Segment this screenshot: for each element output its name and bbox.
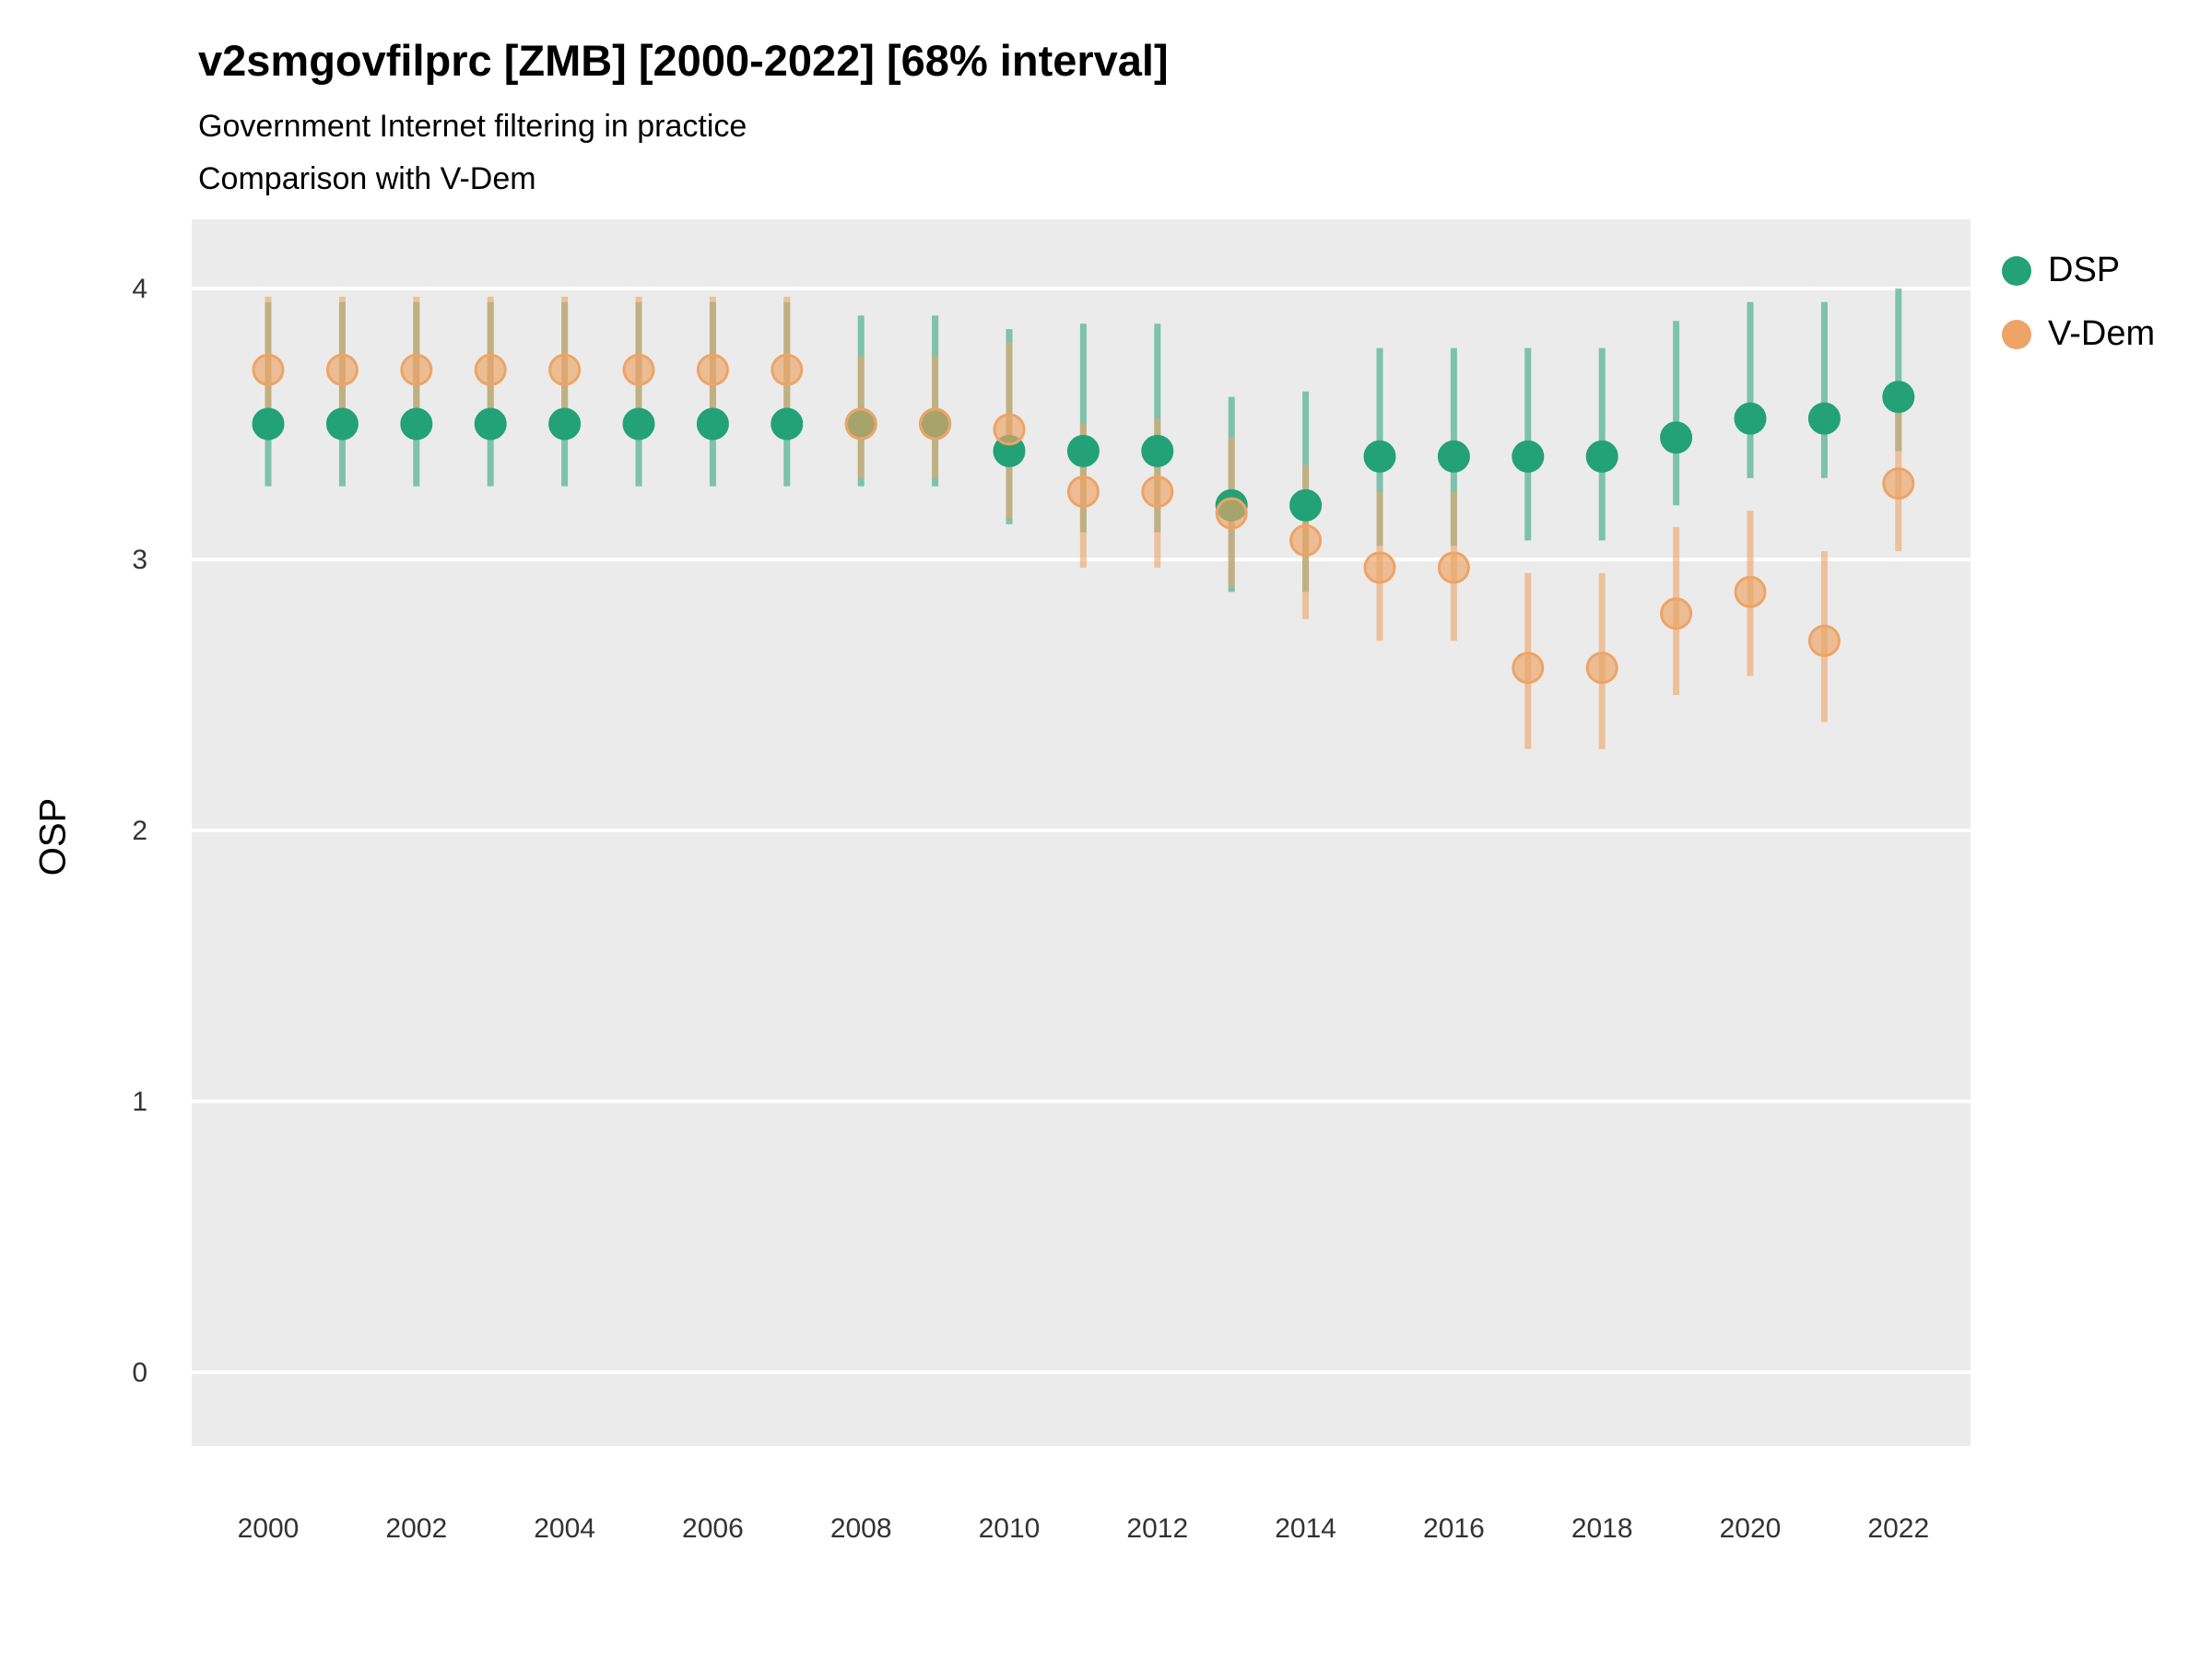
y-tick-label-1: 1 — [132, 1087, 147, 1117]
point-dsp-2006 — [696, 407, 729, 441]
point-v-dem-2019 — [1660, 597, 1693, 630]
point-dsp-2019 — [1660, 421, 1693, 454]
point-v-dem-2001 — [325, 353, 359, 386]
point-dsp-2018 — [1585, 440, 1618, 473]
y-tick-label-3: 3 — [132, 545, 147, 575]
point-v-dem-2015 — [1363, 551, 1396, 584]
point-dsp-2002 — [400, 407, 433, 441]
chart-comparison-note: Comparison with V-Dem — [198, 161, 536, 196]
point-dsp-2012 — [1141, 434, 1174, 467]
legend: DSP V-Dem — [2002, 251, 2155, 354]
point-dsp-2016 — [1437, 440, 1470, 473]
point-dsp-2017 — [1512, 440, 1545, 473]
chart-subtitle: Government Internet filtering in practic… — [198, 109, 747, 144]
point-v-dem-2008 — [844, 407, 877, 441]
point-dsp-2015 — [1363, 440, 1396, 473]
point-v-dem-2014 — [1289, 524, 1323, 557]
point-v-dem-2017 — [1512, 652, 1545, 685]
legend-item-dsp: DSP — [2002, 251, 2155, 290]
point-dsp-2005 — [622, 407, 655, 441]
point-v-dem-2022 — [1882, 467, 1915, 500]
point-v-dem-2002 — [400, 353, 433, 386]
x-tick-label-2014: 2014 — [1275, 1513, 1336, 1544]
point-v-dem-2005 — [622, 353, 655, 386]
x-tick-label-2006: 2006 — [682, 1513, 744, 1544]
point-v-dem-2004 — [548, 353, 582, 386]
legend-swatch-dsp — [2002, 255, 2031, 286]
y-tick-label-4: 4 — [132, 274, 147, 304]
point-v-dem-2011 — [1066, 476, 1100, 508]
point-dsp-2004 — [548, 407, 582, 441]
point-dsp-2022 — [1882, 381, 1915, 414]
x-tick-label-2010: 2010 — [979, 1513, 1041, 1544]
point-v-dem-2012 — [1141, 476, 1174, 508]
point-v-dem-2007 — [771, 353, 804, 386]
legend-item-vdem: V-Dem — [2002, 314, 2155, 354]
point-v-dem-2003 — [474, 353, 507, 386]
point-dsp-2003 — [474, 407, 507, 441]
x-tick-label-2012: 2012 — [1126, 1513, 1188, 1544]
y-tick-label-2: 2 — [132, 816, 147, 846]
point-v-dem-2016 — [1437, 551, 1470, 584]
point-v-dem-2020 — [1734, 575, 1767, 608]
point-dsp-2021 — [1807, 402, 1841, 435]
x-tick-label-2016: 2016 — [1423, 1513, 1485, 1544]
x-tick-label-2018: 2018 — [1571, 1513, 1633, 1544]
point-v-dem-2000 — [252, 353, 285, 386]
point-dsp-2000 — [252, 407, 285, 441]
x-tick-label-2020: 2020 — [1720, 1513, 1782, 1544]
point-v-dem-2013 — [1215, 497, 1248, 530]
point-dsp-2020 — [1734, 402, 1767, 435]
x-tick-label-2000: 2000 — [238, 1513, 300, 1544]
point-v-dem-2010 — [993, 413, 1026, 446]
legend-label-vdem: V-Dem — [2048, 314, 2156, 353]
x-tick-label-2002: 2002 — [385, 1513, 447, 1544]
y-tick-label-0: 0 — [132, 1358, 147, 1388]
y-axis-label: OSP — [32, 797, 74, 877]
point-v-dem-2018 — [1585, 652, 1618, 685]
point-dsp-2011 — [1066, 434, 1100, 467]
legend-swatch-vdem — [2002, 319, 2031, 349]
point-v-dem-2006 — [696, 353, 729, 386]
point-v-dem-2021 — [1807, 624, 1841, 657]
point-v-dem-2009 — [919, 407, 952, 441]
x-tick-label-2022: 2022 — [1867, 1513, 1929, 1544]
point-dsp-2001 — [325, 407, 359, 441]
legend-label-dsp: DSP — [2048, 251, 2121, 289]
x-tick-label-2008: 2008 — [830, 1513, 892, 1544]
x-tick-label-2004: 2004 — [534, 1513, 595, 1544]
point-dsp-2014 — [1289, 488, 1323, 522]
chart-title: v2smgovfilprc [ZMB] [2000-2022] [68% int… — [198, 36, 1169, 85]
point-dsp-2007 — [771, 407, 804, 441]
